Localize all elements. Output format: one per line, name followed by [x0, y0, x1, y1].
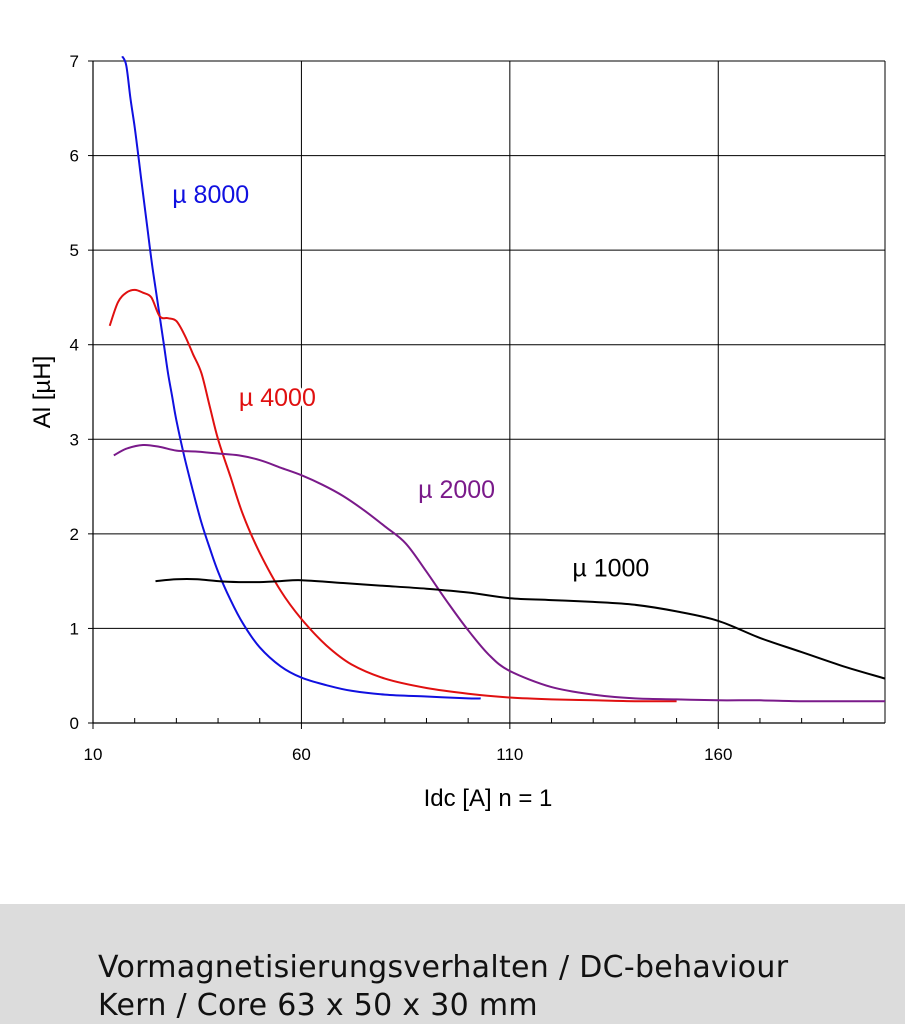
y-tick-label: 5 [70, 241, 79, 260]
y-tick-label: 4 [70, 336, 79, 355]
series-label-mu-2000: µ 2000 [418, 476, 495, 504]
x-tick-label: 10 [84, 745, 103, 764]
y-tick-label: 0 [70, 714, 79, 733]
x-tick-label: 160 [704, 745, 732, 764]
series-layer [108, 55, 886, 703]
series-line-mu-2000 [113, 443, 885, 703]
x-tick-label: 110 [496, 745, 523, 764]
y-tick-label: 6 [70, 147, 79, 166]
series-line-mu-1000 [155, 578, 886, 680]
x-tick-label: 60 [292, 745, 311, 764]
caption-bar: Vormagnetisierungsverhalten / DC-behavio… [0, 904, 905, 1024]
series-line-mu-4000 [108, 288, 677, 703]
chart-area: 0 1 2 3 4 5 6 7 10 60 110 160 µ 8000 µ 4000 µ 2000 µ 1… [29, 52, 886, 812]
series-label-mu-1000: µ 1000 [572, 554, 649, 582]
caption-subtitle: Kern / Core 63 x 50 x 30 mm [98, 988, 538, 1023]
y-tick-label: 2 [70, 525, 79, 544]
series-label-mu-8000: µ 8000 [172, 181, 249, 209]
axes: 0 1 2 3 4 5 6 7 10 60 110 160 [70, 52, 885, 764]
series-line-mu-8000 [121, 55, 481, 700]
y-tick-label: 7 [70, 52, 79, 71]
y-axis-title: Al [µH] [29, 356, 56, 429]
y-tick-label: 1 [70, 619, 79, 638]
y-tick-label: 3 [70, 430, 79, 449]
caption-title: Vormagnetisierungsverhalten / DC-behavio… [98, 950, 789, 985]
chart-svg: 0 1 2 3 4 5 6 7 10 60 110 160 µ 8000 µ 4000 µ 2000 µ 1… [29, 52, 886, 812]
series-labels: µ 8000 µ 4000 µ 2000 µ 1000 [169, 178, 652, 586]
x-axis-title: Idc [A] n = 1 [424, 785, 553, 812]
grid-lines [93, 60, 886, 723]
series-label-mu-4000: µ 4000 [239, 384, 316, 412]
